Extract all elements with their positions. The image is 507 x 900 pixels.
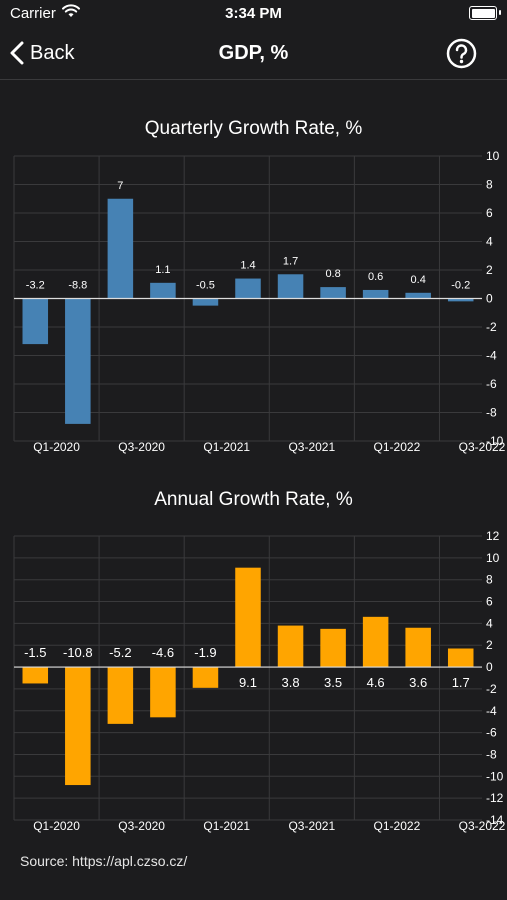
annual-chart-value-label: -10.8 xyxy=(63,645,93,660)
quarterly-chart-value-label: 1.4 xyxy=(240,260,255,272)
annual-chart-value-label: -4.6 xyxy=(152,645,174,660)
annual-chart-bar xyxy=(107,667,134,724)
quarterly-chart-y-tick-label: 4 xyxy=(486,235,493,249)
annual-chart-bar xyxy=(405,627,431,668)
annual-chart-x-tick-label: Q3-2021 xyxy=(288,819,335,833)
quarterly-chart-bar xyxy=(235,278,261,299)
annual-chart-y-tick-label: -2 xyxy=(486,682,497,696)
annual-chart-y-tick-label: 2 xyxy=(486,638,493,652)
annual-chart-x-tick-label: Q3-2022 xyxy=(459,819,506,833)
annual-chart-x-tick-label: Q1-2022 xyxy=(374,819,421,833)
quarterly-chart-title: Quarterly Growth Rate, % xyxy=(144,118,363,139)
annual-chart-value-label: -1.9 xyxy=(194,645,216,660)
annual-chart-value-label: 4.6 xyxy=(367,675,385,690)
annual-chart-value-label: 3.8 xyxy=(282,675,300,690)
annual-chart-bar xyxy=(192,667,219,688)
quarterly-chart-y-tick-label: -4 xyxy=(486,349,497,363)
annual-chart-y-tick-label: -8 xyxy=(486,747,497,761)
quarterly-chart-y-tick-label: 10 xyxy=(486,149,500,163)
quarterly-chart-value-label: 7 xyxy=(117,180,123,192)
page-title: GDP, % xyxy=(218,42,289,64)
quarterly-chart-y-tick-label: 6 xyxy=(486,206,493,220)
navigation-bar: Back GDP, % xyxy=(0,28,507,80)
annual-chart-y-tick-label: 10 xyxy=(486,551,500,565)
quarterly-chart-y-tick-label: 8 xyxy=(486,178,493,192)
quarterly-chart-bar xyxy=(65,298,91,424)
quarterly-chart-y-tick-label: -8 xyxy=(486,406,497,420)
quarterly-chart-value-label: -8.8 xyxy=(68,280,87,292)
quarterly-chart-bar xyxy=(192,298,219,306)
quarterly-chart-x-tick-label: Q1-2021 xyxy=(203,440,250,454)
annual-chart-x-tick-label: Q1-2020 xyxy=(33,819,80,833)
wifi-icon xyxy=(62,4,80,17)
quarterly-chart-y-tick-label: -10 xyxy=(486,434,504,448)
annual-chart-y-tick-label: -10 xyxy=(486,769,504,783)
annual-chart-bar xyxy=(235,567,261,668)
status-bar: Carrier 3:34 PM xyxy=(0,0,507,28)
quarterly-chart-value-label: -3.2 xyxy=(26,280,45,292)
quarterly-chart-value-label: -0.5 xyxy=(196,280,215,292)
chevron-left-icon xyxy=(10,41,24,65)
annual-chart-y-tick-label: -6 xyxy=(486,726,497,740)
quarterly-chart-y-tick-label: 0 xyxy=(486,292,493,306)
annual-chart-bar xyxy=(320,628,346,668)
annual-chart-bar xyxy=(277,625,304,668)
annual-chart-value-label: -5.2 xyxy=(109,645,131,660)
annual-chart-y-tick-label: 12 xyxy=(486,529,500,543)
annual-chart-x-tick-label: Q3-2020 xyxy=(118,819,165,833)
quarterly-chart-y-tick-label: -2 xyxy=(486,320,497,334)
quarterly-chart-value-label: 0.4 xyxy=(411,274,426,286)
annual-chart-value-label: 3.6 xyxy=(409,675,427,690)
annual-chart-y-tick-label: 8 xyxy=(486,573,493,587)
annual-chart-y-tick-label: -4 xyxy=(486,704,497,718)
annual-chart-y-tick-label: 4 xyxy=(486,616,493,630)
quarterly-chart-y-tick-label: 2 xyxy=(486,263,493,277)
carrier-label: Carrier xyxy=(10,5,56,22)
annual-chart-y-tick-label: -14 xyxy=(486,813,504,827)
annual-chart-value-label: -1.5 xyxy=(24,645,46,660)
quarterly-chart-value-label: -0.2 xyxy=(451,280,470,292)
annual-chart-bar xyxy=(150,667,176,718)
annual-chart-bar xyxy=(447,648,474,668)
annual-chart-value-label: 9.1 xyxy=(239,675,257,690)
quarterly-chart-bar xyxy=(405,292,431,299)
question-circle-icon[interactable] xyxy=(446,38,477,69)
quarterly-chart-value-label: 1.7 xyxy=(283,255,298,267)
annual-chart-y-tick-label: -12 xyxy=(486,791,504,805)
quarterly-chart-y-tick-label: -6 xyxy=(486,377,497,391)
quarterly-chart-x-tick-label: Q3-2021 xyxy=(288,440,335,454)
quarterly-chart-bar xyxy=(447,298,474,302)
quarterly-chart-x-tick-label: Q1-2022 xyxy=(374,440,421,454)
quarterly-chart-x-tick-label: Q3-2020 xyxy=(118,440,165,454)
quarterly-chart-bar xyxy=(362,289,389,299)
quarterly-chart-bar xyxy=(107,198,134,299)
quarterly-growth-chart: 10 8 6 4 2 0 -2 -4 -6 -8 -10 -3.2 -8.8 7 1.1 -0.5 1.4 1.7… xyxy=(13,149,506,454)
quarterly-chart-bar xyxy=(22,298,49,345)
quarterly-chart-value-label: 0.6 xyxy=(368,271,383,283)
annual-chart-bar xyxy=(362,616,389,668)
annual-chart-y-tick-label: 6 xyxy=(486,595,493,609)
quarterly-chart-bar xyxy=(277,274,304,299)
annual-chart-bar xyxy=(65,667,91,786)
back-button[interactable]: Back xyxy=(10,38,74,68)
battery-icon xyxy=(469,6,501,20)
annual-chart-bar xyxy=(22,667,49,684)
quarterly-chart-x-tick-label: Q1-2020 xyxy=(33,440,80,454)
annual-growth-chart: 12 10 8 6 4 2 0 -2 -4 -6 -8 -10 -12 -14 -1.5 -10.8 -5.2 -… xyxy=(13,529,506,833)
quarterly-chart-value-label: 1.1 xyxy=(155,264,170,276)
clock: 3:34 PM xyxy=(225,5,282,22)
source-label: Source: https://apl.czso.cz/ xyxy=(20,853,188,869)
annual-chart-x-tick-label: Q1-2021 xyxy=(203,819,250,833)
back-label: Back xyxy=(30,41,75,64)
quarterly-chart-x-tick-label: Q3-2022 xyxy=(459,440,506,454)
quarterly-chart-value-label: 0.8 xyxy=(325,268,340,280)
annual-chart-value-label: 1.7 xyxy=(452,675,470,690)
annual-chart-y-tick-label: 0 xyxy=(486,660,493,674)
quarterly-chart-bar xyxy=(320,287,346,299)
annual-chart-title: Annual Growth Rate, % xyxy=(154,489,353,510)
quarterly-chart-bar xyxy=(150,282,176,299)
annual-chart-value-label: 3.5 xyxy=(324,675,342,690)
